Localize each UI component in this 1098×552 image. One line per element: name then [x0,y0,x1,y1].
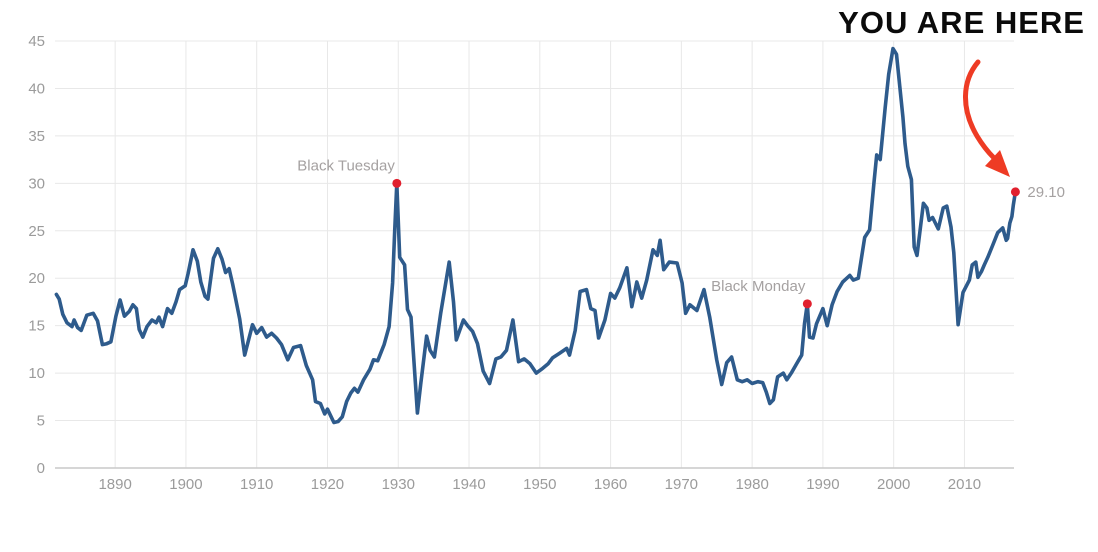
x-axis-tick-label: 1900 [169,476,202,493]
x-axis-tick-label: 2010 [948,476,981,493]
you-are-here-arrowhead [985,150,1010,177]
x-axis-tick-label: 1920 [311,476,344,493]
x-axis-tick-label: 2000 [877,476,910,493]
cape-ratio-series-line [54,46,1018,425]
y-axis-tick-label: 20 [28,270,45,287]
y-axis-tick-label: 25 [28,223,45,240]
y-axis-tick-label: 45 [28,33,45,50]
x-axis-tick-label: 1960 [594,476,627,493]
annotation-dot [1010,187,1020,197]
x-axis-tick-label: 1980 [735,476,768,493]
you-are-here-arrow [963,59,997,161]
annotation-label: 29.10 [1027,184,1065,201]
annotation-dot [392,178,402,188]
you-are-here-label: YOU ARE HERE [838,5,1085,40]
annotation-label: Black Tuesday [297,157,395,174]
y-axis-tick-label: 5 [37,413,45,430]
x-axis-tick-label: 1910 [240,476,273,493]
y-axis-tick-label: 0 [37,460,45,477]
annotation-dot [802,299,812,309]
x-axis-tick-label: 1990 [806,476,839,493]
annotation-label: Black Monday [711,278,806,295]
y-axis-tick-label: 10 [28,365,45,382]
x-axis-tick-label: 1970 [665,476,698,493]
x-axis-tick-label: 1940 [452,476,485,493]
x-axis-tick-label: 1950 [523,476,556,493]
y-axis-tick-label: 30 [28,175,45,192]
y-axis-tick-label: 40 [28,80,45,97]
y-axis-tick-label: 35 [28,128,45,145]
x-axis-tick-label: 1890 [98,476,131,493]
y-axis-tick-label: 15 [28,318,45,335]
x-axis-tick-label: 1930 [382,476,415,493]
